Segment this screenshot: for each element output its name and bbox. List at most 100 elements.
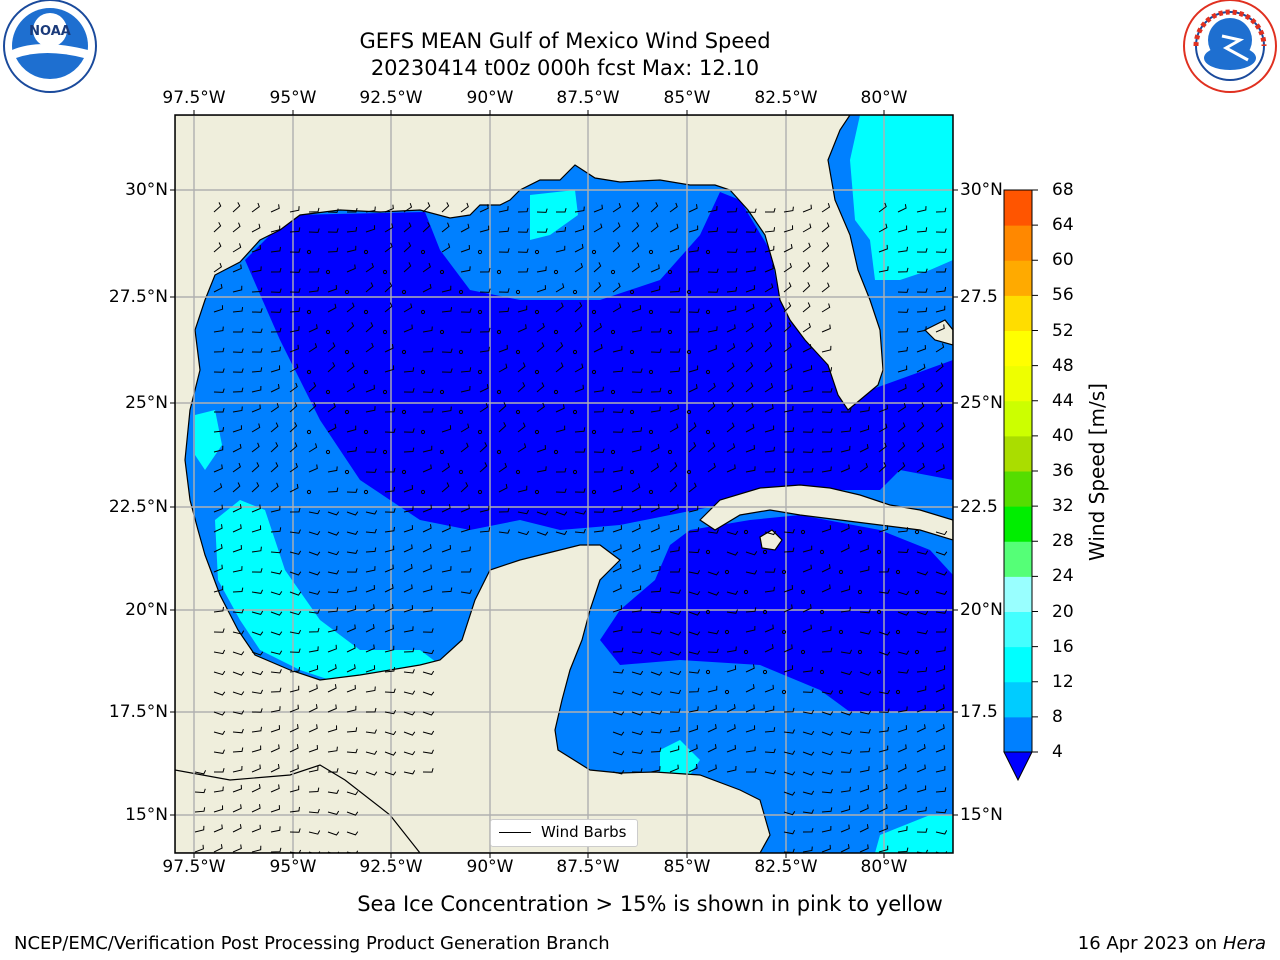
- wind-barb: [460, 223, 470, 233]
- wind-barb-calm: [325, 449, 331, 455]
- wind-barb: [897, 826, 908, 833]
- wind-barb: [669, 367, 681, 373]
- wind-barb: [289, 422, 298, 433]
- wind-barb: [650, 671, 663, 676]
- wind-barb: [726, 305, 737, 313]
- wind-barb: [593, 407, 605, 413]
- wind-barb: [821, 751, 834, 756]
- wind-barb-calm: [724, 569, 730, 575]
- wind-barb: [232, 307, 244, 313]
- wind-barb: [650, 608, 662, 614]
- wind-barb: [802, 343, 812, 353]
- wind-barb-calm: [515, 349, 521, 355]
- wind-barb: [783, 363, 793, 373]
- wind-barb: [802, 545, 813, 553]
- wind-barb: [935, 402, 944, 413]
- wind-barb: [213, 544, 223, 553]
- wind-barb: [194, 788, 206, 794]
- wind-barb-calm: [420, 309, 426, 315]
- wind-barb: [726, 382, 735, 393]
- wind-barb: [517, 207, 529, 213]
- wind-barb: [365, 729, 377, 734]
- wind-barb: [916, 704, 926, 713]
- wind-barb: [308, 267, 320, 273]
- wind-barb: [783, 829, 796, 835]
- wind-barb: [935, 744, 945, 753]
- colorbar-tick-label: 20: [1052, 601, 1074, 622]
- wind-barb: [897, 847, 909, 853]
- wind-barb: [365, 282, 374, 293]
- wind-barb: [669, 202, 678, 213]
- wind-barb: [232, 784, 243, 793]
- wind-barb: [574, 363, 584, 373]
- wind-barb: [403, 367, 415, 373]
- wind-barb: [251, 202, 260, 213]
- wind-barb: [631, 585, 642, 593]
- wind-barb: [327, 247, 339, 253]
- wind-barb: [935, 704, 945, 713]
- wind-barb: [726, 343, 736, 353]
- wind-barb: [232, 264, 242, 273]
- wind-barb: [593, 467, 605, 473]
- wind-barb: [764, 727, 776, 733]
- wind-barb: [669, 404, 679, 413]
- wind-barb: [707, 442, 716, 453]
- wind-barb: [783, 811, 796, 816]
- wind-barb: [669, 504, 679, 513]
- wind-barb: [764, 322, 773, 333]
- wind-barb: [935, 248, 947, 253]
- wind-barb: [308, 382, 317, 393]
- wind-barb: [745, 303, 755, 313]
- wind-barb: [270, 631, 283, 636]
- wind-barb: [764, 245, 775, 253]
- wind-barb: [821, 447, 833, 453]
- wind-barb: [764, 446, 775, 453]
- wind-barb: [745, 266, 756, 273]
- wind-barb: [612, 408, 624, 413]
- wind-barb: [612, 647, 624, 653]
- wind-barb: [726, 324, 736, 333]
- wind-barb: [232, 524, 242, 533]
- wind-barb: [669, 631, 682, 636]
- wind-barb: [593, 448, 605, 453]
- wind-barb: [213, 388, 225, 393]
- wind-barb-calm: [477, 429, 483, 435]
- wind-barb: [669, 482, 678, 493]
- wind-barb: [555, 302, 564, 313]
- wind-barb: [688, 225, 699, 233]
- wind-barb: [688, 505, 699, 513]
- wind-barb: [821, 807, 833, 813]
- wind-barb-calm: [420, 369, 426, 375]
- wind-barb: [498, 402, 507, 413]
- wind-barb: [859, 784, 870, 793]
- wind-barb: [631, 749, 644, 754]
- wind-barb: [403, 242, 412, 253]
- wind-barb: [232, 387, 244, 393]
- wind-barb: [746, 767, 757, 773]
- wind-barb: [935, 530, 948, 536]
- wind-barb: [213, 824, 223, 833]
- wind-barb: [384, 302, 393, 313]
- wind-barb: [347, 207, 358, 213]
- wind-barb: [308, 531, 321, 536]
- wind-barb: [213, 483, 223, 493]
- wind-barb-calm: [610, 449, 616, 455]
- wind-barb: [688, 725, 699, 733]
- wind-barb-calm: [401, 289, 407, 295]
- wind-barb: [897, 442, 906, 453]
- wind-barb-calm: [667, 329, 673, 335]
- wind-barb: [555, 511, 568, 516]
- colorbar-tick-label: 40: [1052, 425, 1074, 446]
- wind-barb: [726, 609, 738, 614]
- wind-barb: [384, 731, 397, 736]
- wind-barb: [384, 428, 396, 433]
- wind-barb: [878, 223, 888, 233]
- wind-barb: [308, 464, 318, 473]
- windy-zone-atlantic: [850, 115, 953, 280]
- wind-barb: [745, 725, 756, 733]
- wind-barb: [403, 506, 414, 513]
- wind-barb: [669, 287, 681, 293]
- wind-barb: [251, 651, 264, 656]
- wind-barb: [308, 808, 320, 814]
- wind-barb: [859, 804, 869, 813]
